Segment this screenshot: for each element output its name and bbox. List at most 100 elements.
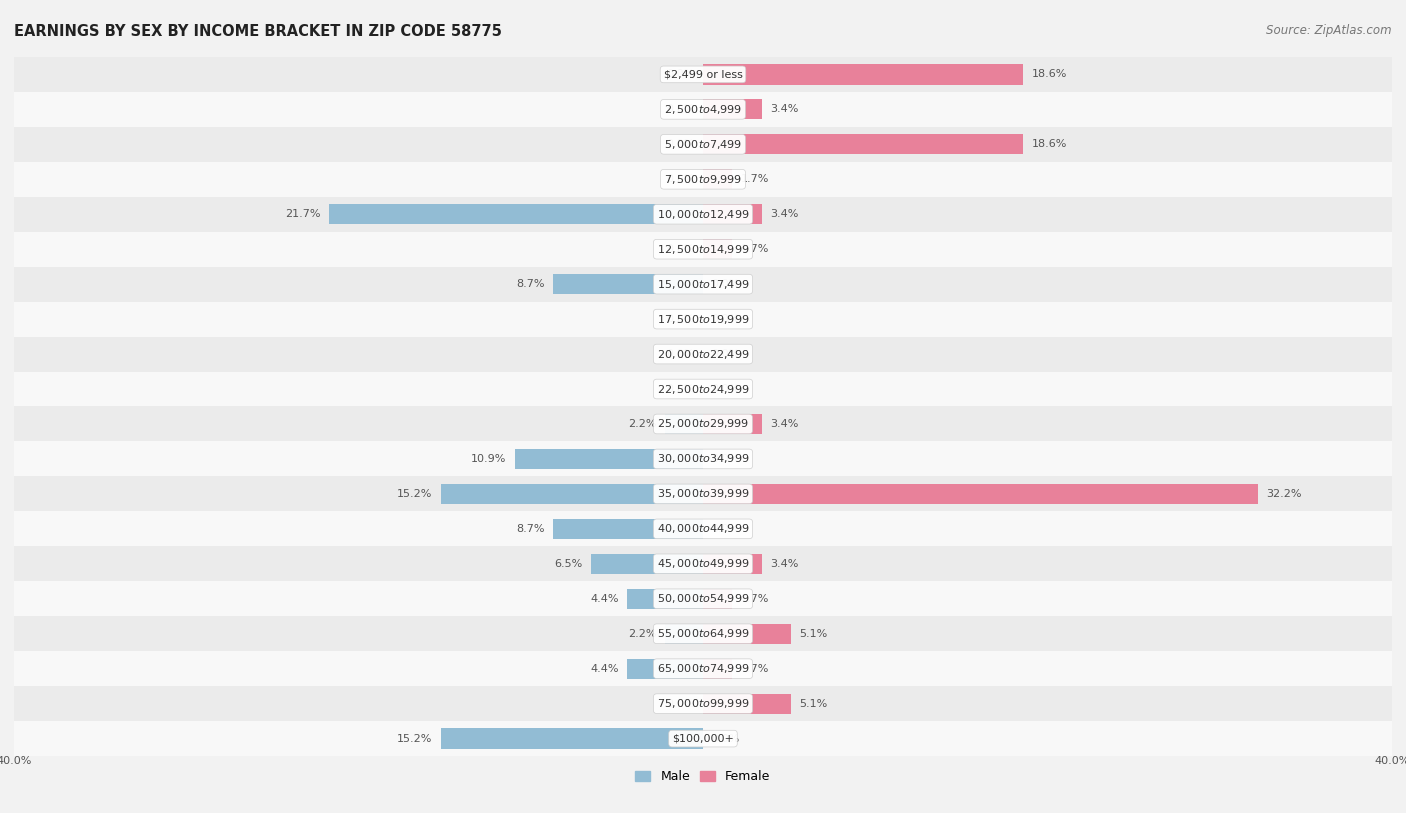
Text: EARNINGS BY SEX BY INCOME BRACKET IN ZIP CODE 58775: EARNINGS BY SEX BY INCOME BRACKET IN ZIP… bbox=[14, 24, 502, 39]
Text: $30,000 to $34,999: $30,000 to $34,999 bbox=[657, 453, 749, 465]
Text: 18.6%: 18.6% bbox=[1032, 69, 1067, 80]
Text: 0.0%: 0.0% bbox=[666, 349, 695, 359]
Text: $12,500 to $14,999: $12,500 to $14,999 bbox=[657, 243, 749, 255]
Bar bbox=[14, 92, 1392, 127]
Text: $2,500 to $4,999: $2,500 to $4,999 bbox=[664, 103, 742, 115]
Text: 0.0%: 0.0% bbox=[666, 139, 695, 150]
Bar bbox=[14, 616, 1392, 651]
Text: $75,000 to $99,999: $75,000 to $99,999 bbox=[657, 698, 749, 710]
Text: 2.2%: 2.2% bbox=[628, 628, 657, 639]
Bar bbox=[329, 204, 703, 224]
Bar bbox=[703, 659, 733, 679]
Text: 8.7%: 8.7% bbox=[516, 524, 544, 534]
Bar bbox=[14, 686, 1392, 721]
Bar bbox=[14, 337, 1392, 372]
Text: 0.0%: 0.0% bbox=[666, 314, 695, 324]
Bar bbox=[14, 441, 1392, 476]
Text: 3.4%: 3.4% bbox=[770, 209, 799, 220]
Bar bbox=[553, 274, 703, 294]
Bar bbox=[703, 204, 762, 224]
Bar bbox=[703, 554, 762, 574]
Bar bbox=[14, 197, 1392, 232]
Text: $45,000 to $49,999: $45,000 to $49,999 bbox=[657, 558, 749, 570]
Bar bbox=[703, 414, 762, 434]
Bar bbox=[14, 581, 1392, 616]
Text: 15.2%: 15.2% bbox=[398, 489, 433, 499]
Bar bbox=[14, 162, 1392, 197]
Bar bbox=[703, 484, 1257, 504]
Text: 0.0%: 0.0% bbox=[666, 384, 695, 394]
Bar bbox=[14, 476, 1392, 511]
Bar bbox=[703, 134, 1024, 154]
Text: 1.7%: 1.7% bbox=[741, 663, 769, 674]
Text: $17,500 to $19,999: $17,500 to $19,999 bbox=[657, 313, 749, 325]
Bar bbox=[553, 519, 703, 539]
Bar bbox=[627, 659, 703, 679]
Bar bbox=[703, 64, 1024, 85]
Text: 1.7%: 1.7% bbox=[741, 244, 769, 254]
Text: 0.0%: 0.0% bbox=[711, 279, 740, 289]
Text: 0.0%: 0.0% bbox=[666, 104, 695, 115]
Bar bbox=[703, 169, 733, 189]
Text: 0.0%: 0.0% bbox=[711, 384, 740, 394]
Text: 0.0%: 0.0% bbox=[711, 314, 740, 324]
Bar bbox=[14, 546, 1392, 581]
Text: 18.6%: 18.6% bbox=[1032, 139, 1067, 150]
Text: $15,000 to $17,499: $15,000 to $17,499 bbox=[657, 278, 749, 290]
Text: $55,000 to $64,999: $55,000 to $64,999 bbox=[657, 628, 749, 640]
Bar bbox=[14, 651, 1392, 686]
Text: 0.0%: 0.0% bbox=[711, 349, 740, 359]
Text: $35,000 to $39,999: $35,000 to $39,999 bbox=[657, 488, 749, 500]
Text: $22,500 to $24,999: $22,500 to $24,999 bbox=[657, 383, 749, 395]
Text: 40.0%: 40.0% bbox=[0, 756, 32, 766]
Bar bbox=[665, 414, 703, 434]
Text: 32.2%: 32.2% bbox=[1267, 489, 1302, 499]
Bar bbox=[14, 232, 1392, 267]
Bar bbox=[703, 99, 762, 120]
Text: 4.4%: 4.4% bbox=[591, 593, 619, 604]
Text: 3.4%: 3.4% bbox=[770, 419, 799, 429]
Text: Source: ZipAtlas.com: Source: ZipAtlas.com bbox=[1267, 24, 1392, 37]
Bar bbox=[14, 57, 1392, 92]
Text: 0.0%: 0.0% bbox=[666, 698, 695, 709]
Legend: Male, Female: Male, Female bbox=[630, 765, 776, 789]
Bar bbox=[703, 239, 733, 259]
Text: 8.7%: 8.7% bbox=[516, 279, 544, 289]
Text: 5.1%: 5.1% bbox=[800, 628, 828, 639]
Text: 0.0%: 0.0% bbox=[711, 524, 740, 534]
Text: 4.4%: 4.4% bbox=[591, 663, 619, 674]
Text: 0.0%: 0.0% bbox=[666, 174, 695, 185]
Text: 21.7%: 21.7% bbox=[285, 209, 321, 220]
Bar bbox=[14, 372, 1392, 406]
Bar bbox=[441, 484, 703, 504]
Text: $40,000 to $44,999: $40,000 to $44,999 bbox=[657, 523, 749, 535]
Text: 15.2%: 15.2% bbox=[398, 733, 433, 744]
Bar bbox=[14, 511, 1392, 546]
Text: 3.4%: 3.4% bbox=[770, 104, 799, 115]
Bar bbox=[515, 449, 703, 469]
Text: 1.7%: 1.7% bbox=[741, 174, 769, 185]
Text: 6.5%: 6.5% bbox=[554, 559, 582, 569]
Bar bbox=[703, 589, 733, 609]
Bar bbox=[14, 267, 1392, 302]
Text: 2.2%: 2.2% bbox=[628, 419, 657, 429]
Text: 3.4%: 3.4% bbox=[770, 559, 799, 569]
Bar bbox=[14, 127, 1392, 162]
Text: 0.0%: 0.0% bbox=[666, 244, 695, 254]
Bar bbox=[665, 624, 703, 644]
Text: $25,000 to $29,999: $25,000 to $29,999 bbox=[657, 418, 749, 430]
Text: 40.0%: 40.0% bbox=[1374, 756, 1406, 766]
Text: $5,000 to $7,499: $5,000 to $7,499 bbox=[664, 138, 742, 150]
Text: $10,000 to $12,499: $10,000 to $12,499 bbox=[657, 208, 749, 220]
Text: 1.7%: 1.7% bbox=[741, 593, 769, 604]
Bar bbox=[703, 624, 790, 644]
Text: 5.1%: 5.1% bbox=[800, 698, 828, 709]
Text: $65,000 to $74,999: $65,000 to $74,999 bbox=[657, 663, 749, 675]
Bar bbox=[14, 406, 1392, 441]
Bar bbox=[14, 721, 1392, 756]
Bar bbox=[441, 728, 703, 749]
Text: 0.0%: 0.0% bbox=[711, 733, 740, 744]
Text: $2,499 or less: $2,499 or less bbox=[664, 69, 742, 80]
Bar bbox=[591, 554, 703, 574]
Text: 0.0%: 0.0% bbox=[666, 69, 695, 80]
